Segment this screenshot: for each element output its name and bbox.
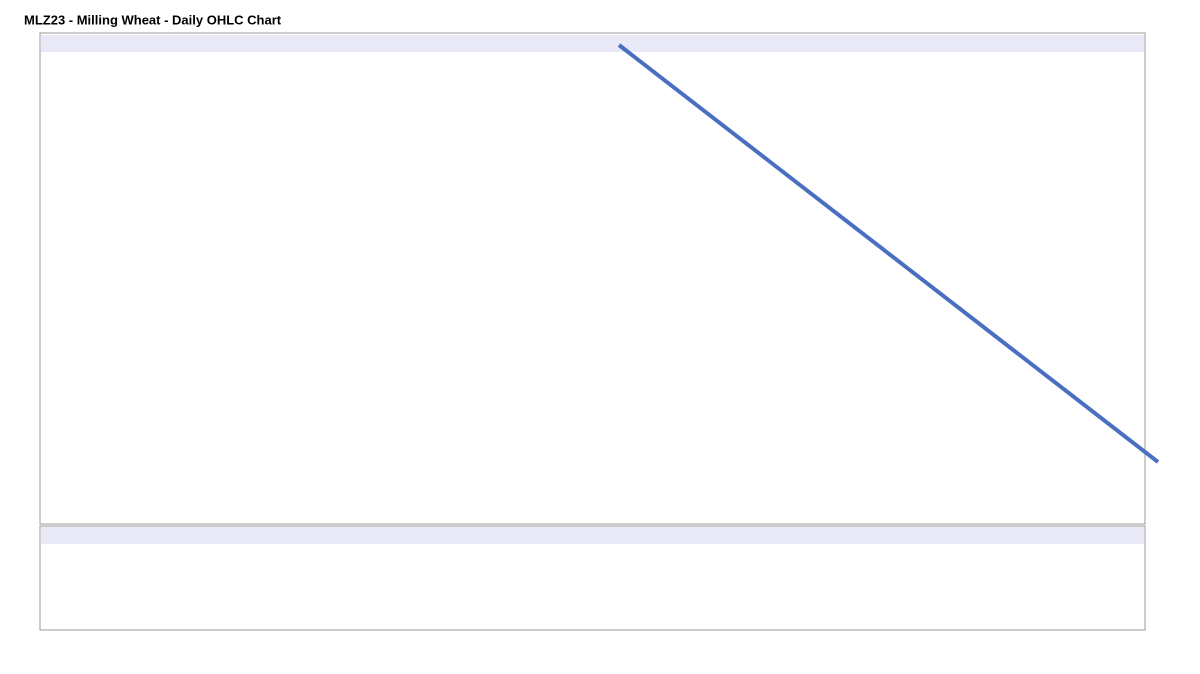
legend-strip <box>41 35 1144 52</box>
legend-strip <box>41 527 1144 544</box>
price-panel <box>39 32 1146 525</box>
chart-title: MLZ23 - Milling Wheat - Daily OHLC Chart <box>24 12 282 27</box>
trend-line <box>617 43 1160 464</box>
